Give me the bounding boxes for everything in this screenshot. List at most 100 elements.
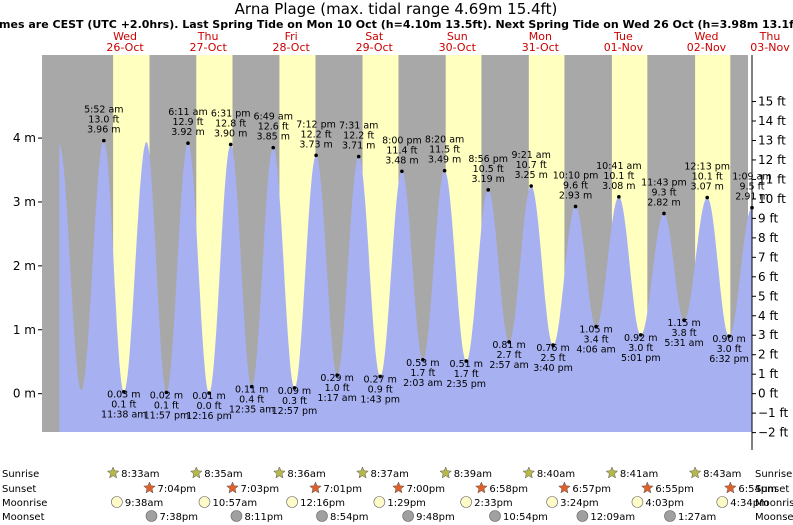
day-name: Sun [447,30,468,43]
tide-label: 12.9 ft [172,117,203,128]
tide-label: 6:32 pm [709,354,749,365]
tide-point [102,138,106,143]
tide-label: 3.0 ft [628,343,653,354]
tide-label: 10.1 ft [603,171,634,182]
tide-label: 1.7 ft [410,368,435,379]
tide-label: 3.85 m [257,132,290,143]
moonset-time: 12:09am [590,512,635,523]
tide-label: 2:35 pm [446,379,486,390]
tide-label: 6:11 am [168,107,207,118]
right-tick-label: 14 ft [758,114,786,128]
tide-label: 0.53 m [406,358,439,369]
right-tick-label: −1 ft [758,406,789,420]
moonrise-icon [460,496,472,508]
tide-label: 8:00 pm [382,135,422,146]
sunset-time: 7:01pm [323,484,362,495]
sunset-row-label-right: Sunset [755,484,789,495]
sunrise-row-label-left: Sunrise [2,469,39,480]
sunset-icon [558,481,571,494]
tide-label: 10.5 ft [473,164,504,175]
chart-axes: 4 m 3 m 2 m 1 m 0 m 15 ft 14 ft 13 ft 12 ft 11 ft… [13,55,789,450]
sunset-time: 7:00pm [406,484,445,495]
right-tick-label: 3 ft [758,328,778,342]
day-name: Thu [197,30,219,43]
sunset-time: 6:55pm [655,484,694,495]
tide-point [271,145,276,150]
sunrise-time: 8:33am [121,469,159,480]
sunset-time: 7:03pm [241,484,280,495]
tide-label: 1:43 pm [360,394,400,405]
day-date: 02-Nov [687,41,727,54]
sunset-icon [392,481,405,494]
moonrise-icon [716,496,729,508]
tide-label: 9:21 am [511,150,550,161]
left-tick-label: 1 m [13,323,36,337]
day-headers: Wed26-OctThu27-OctFri28-OctSat29-OctSun3… [106,30,790,54]
sunset-time: 6:57pm [572,484,611,495]
tide-label: 2:03 am [403,378,442,389]
tide-label: 3.8 ft [672,328,697,339]
tide-label: 0.76 m [536,343,569,354]
tide-label: 0.0 ft [197,401,222,412]
tide-label: 7:12 pm [296,119,336,130]
tide-label: 11.4 ft [386,145,417,156]
moonrise-time: 3:24pm [560,498,599,509]
tide-point [442,168,447,173]
day-name: Mon [529,30,552,43]
day-name: Fri [285,30,298,43]
right-tick-label: 10 ft [758,192,786,206]
left-tick-label: 0 m [13,387,36,401]
day-date: 03-Nov [750,41,790,54]
sunset-icon [143,481,156,494]
tide-point [617,195,621,199]
tide-label: 12:35 am [229,405,274,416]
tide-point [464,359,469,363]
right-tick-label: 8 ft [758,231,778,245]
sunset-time: 6:58pm [489,484,528,495]
moonrise-time: 4:34pm [730,498,769,509]
tide-label: 1.05 m [579,325,612,336]
tide-point [594,324,598,329]
day-name: Wed [694,30,718,43]
tide-point [750,205,754,210]
day-date: 29-Oct [356,41,394,54]
tide-label: 10.7 ft [516,160,547,171]
tide-point [356,154,361,159]
tide-label: 13.0 ft [88,115,119,126]
tide-point [662,211,666,216]
day-name: Wed [113,30,137,43]
tide-label: 8:56 pm [468,154,508,165]
right-tick-label: 6 ft [758,270,778,284]
sunset-icon [640,481,654,494]
chart-subtitle: Times are CEST (UTC +2.0hrs). Last Sprin… [0,18,793,31]
tide-point [207,391,211,395]
tide-label: 3.19 m [471,174,504,185]
tide-label: 3.0 ft [717,344,742,355]
right-tick-label: 15 ft [758,95,786,109]
day-name: Thu [759,30,781,43]
left-tick-label: 3 m [13,195,36,209]
tide-label: 0.1 ft [154,400,179,411]
tide-label: 9.6 ft [563,180,588,191]
tide-label: 1:09 am [732,172,771,183]
moonset-icon [576,510,589,522]
moonset-icon [664,510,676,522]
moonrise-icon [198,496,211,508]
tide-label: 2:57 am [489,360,528,371]
moonrise-icon [373,496,386,508]
moonrise-row-label-left: Moonrise [2,498,47,509]
tide-label: 12.2 ft [301,129,332,140]
sunrise-time: 8:36am [287,469,325,480]
tide-label: 1:17 am [317,393,356,404]
tide-label: 3.90 m [214,128,247,139]
right-tick-label: 4 ft [758,309,778,323]
tide-water-area [59,140,753,432]
tide-label: 3.07 m [691,181,724,192]
sunrise-icon [106,466,120,479]
tide-label: 1.7 ft [454,369,479,380]
tide-label: 11:43 pm [641,177,687,188]
day-name: Sat [365,30,384,43]
tide-point [164,390,169,395]
sunrise-time: 8:40am [537,469,575,480]
tide-label: 8:20 am [425,135,464,146]
